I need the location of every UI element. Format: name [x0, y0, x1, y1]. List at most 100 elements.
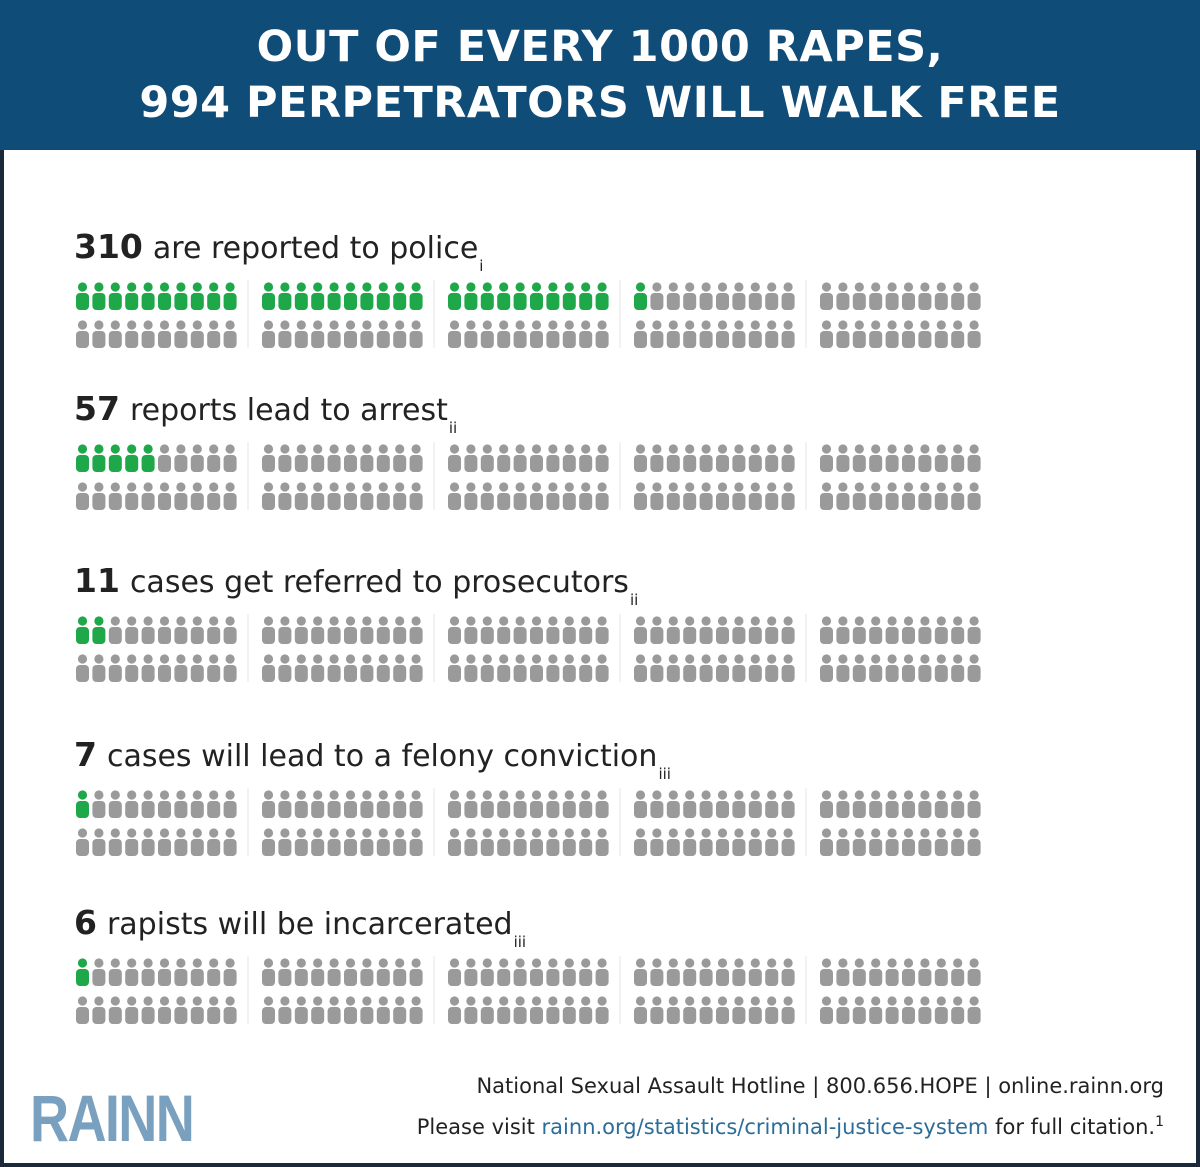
person-icon	[108, 482, 122, 510]
stat-value: 6	[74, 903, 97, 942]
person-icon	[951, 482, 965, 510]
person-icon	[125, 828, 139, 856]
person-icon	[158, 320, 171, 348]
person-icon	[820, 790, 833, 818]
title-line-2: 994 PERPETRATORS WILL WALK FREE	[139, 78, 1061, 128]
person-icon	[530, 654, 543, 682]
person-icon	[393, 482, 407, 510]
person-icon	[92, 482, 106, 510]
person-icon	[262, 654, 275, 682]
person-icon	[393, 654, 407, 682]
person-icon	[393, 790, 407, 818]
person-icon	[497, 320, 511, 348]
person-icon	[311, 996, 325, 1024]
citation-link[interactable]: rainn.org/statistics/criminal-justice-sy…	[541, 1115, 989, 1139]
person-icon	[207, 996, 221, 1024]
person-icon	[885, 996, 899, 1024]
person-icon	[409, 958, 423, 986]
person-icon	[480, 958, 494, 986]
person-icon	[634, 444, 647, 472]
person-icon	[951, 282, 965, 310]
person-icon	[294, 482, 308, 510]
person-icon	[513, 958, 527, 986]
person-icon	[530, 958, 543, 986]
person-icon	[683, 958, 697, 986]
person-icon	[311, 616, 325, 644]
person-icon	[595, 828, 609, 856]
person-icon	[716, 790, 729, 818]
person-icon	[108, 616, 122, 644]
person-icon	[480, 444, 494, 472]
person-icon	[546, 790, 560, 818]
person-icon	[716, 654, 729, 682]
stat-section-conviction: 7 cases will lead to a felony conviction…	[74, 730, 1144, 858]
person-icon	[650, 828, 664, 856]
person-icon	[360, 790, 374, 818]
person-icon	[562, 654, 576, 682]
person-icon	[918, 482, 932, 510]
person-icon	[716, 444, 729, 472]
person-icon	[562, 996, 576, 1024]
person-icon	[480, 654, 494, 682]
person-icon	[781, 482, 795, 510]
person-icon	[716, 282, 729, 310]
icon-grid	[76, 442, 981, 510]
person-icon	[562, 790, 576, 818]
stat-section-arrest: 57 reports lead to arrest ii	[74, 384, 1144, 512]
stat-label: cases get referred to prosecutors	[129, 565, 629, 600]
person-icon	[634, 654, 647, 682]
person-icon	[699, 444, 713, 472]
person-icon	[951, 828, 965, 856]
person-icon	[344, 482, 357, 510]
person-icon	[344, 996, 357, 1024]
person-icon	[951, 958, 965, 986]
person-icon	[223, 996, 237, 1024]
person-icon	[967, 482, 981, 510]
person-icon	[699, 790, 713, 818]
person-icon	[108, 958, 122, 986]
person-icon	[262, 482, 275, 510]
person-icon	[579, 958, 593, 986]
person-icon	[174, 444, 188, 472]
person-icon	[852, 282, 866, 310]
person-icon	[480, 828, 494, 856]
person-icon	[699, 828, 713, 856]
person-icon	[934, 996, 948, 1024]
person-icon	[327, 444, 341, 472]
person-icon	[223, 790, 237, 818]
person-icon	[190, 616, 204, 644]
person-icon	[934, 482, 948, 510]
person-icon	[732, 320, 746, 348]
person-icon	[464, 482, 478, 510]
person-icon	[836, 790, 850, 818]
person-icon	[666, 654, 680, 682]
stat-label: are reported to police	[152, 231, 479, 266]
person-icon	[409, 654, 423, 682]
person-icon	[699, 654, 713, 682]
person-icon	[327, 320, 341, 348]
person-icon	[967, 444, 981, 472]
person-icon	[683, 616, 697, 644]
person-icon	[409, 790, 423, 818]
person-icon	[448, 958, 461, 986]
person-icon	[902, 958, 915, 986]
person-icon	[409, 996, 423, 1024]
person-icon	[344, 654, 357, 682]
person-icon	[207, 320, 221, 348]
person-icon	[634, 482, 647, 510]
person-icon-highlighted	[393, 282, 407, 310]
person-icon-highlighted	[464, 282, 478, 310]
person-icon	[513, 320, 527, 348]
person-icon	[141, 654, 155, 682]
person-icon	[448, 996, 461, 1024]
person-icon	[108, 828, 122, 856]
person-icon	[393, 996, 407, 1024]
person-icon	[141, 482, 155, 510]
person-icon-highlighted	[76, 958, 89, 986]
person-icon	[207, 790, 221, 818]
person-icon	[748, 616, 762, 644]
person-icon	[934, 654, 948, 682]
person-icon	[278, 828, 292, 856]
person-icon	[92, 320, 106, 348]
person-icon	[781, 654, 795, 682]
